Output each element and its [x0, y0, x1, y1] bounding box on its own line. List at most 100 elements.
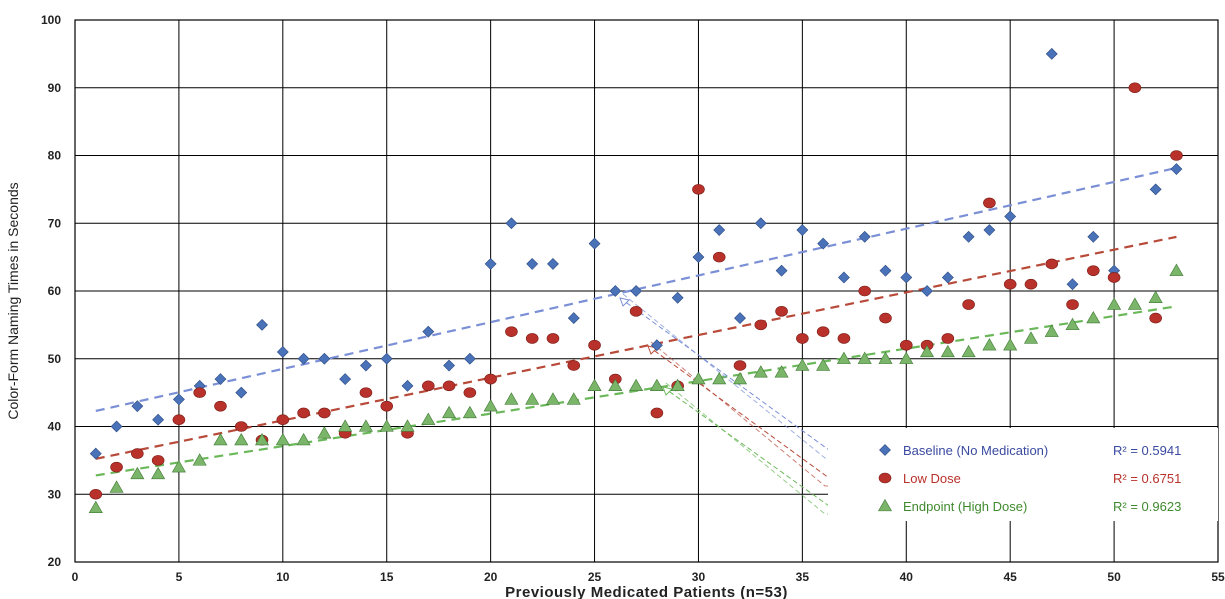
legend-marker — [878, 472, 892, 484]
data-point — [753, 365, 768, 378]
legend: Baseline (No Medication) R² = 0.5941 Low D… — [828, 428, 1218, 521]
data-point — [1045, 47, 1058, 60]
data-point — [650, 339, 663, 352]
trendline — [95, 166, 1177, 413]
data-point — [483, 399, 498, 412]
data-point — [837, 333, 851, 344]
data-point — [1170, 163, 1183, 175]
data-point — [172, 393, 185, 406]
x-tick-label: 20 — [484, 570, 498, 584]
data-point — [1148, 290, 1163, 303]
data-point — [1169, 263, 1184, 276]
data-point — [879, 312, 892, 324]
data-point — [692, 251, 705, 264]
data-point — [484, 257, 497, 270]
x-tick-label: 0 — [72, 570, 79, 584]
data-point — [131, 448, 144, 459]
data-point — [380, 352, 393, 365]
data-point — [1003, 338, 1018, 351]
data-point — [276, 346, 289, 358]
data-point — [650, 407, 664, 419]
data-point — [152, 413, 165, 426]
data-point — [255, 432, 270, 446]
data-point — [442, 405, 457, 419]
x-tick-label: 35 — [796, 570, 810, 584]
data-point — [1087, 230, 1100, 243]
data-point — [1149, 183, 1162, 196]
data-point — [213, 432, 228, 446]
data-point — [193, 387, 206, 398]
data-point — [588, 339, 601, 351]
data-point — [796, 224, 809, 236]
data-point — [608, 378, 623, 392]
data-point — [795, 358, 810, 371]
data-point — [857, 351, 872, 364]
x-tick-label: 30 — [692, 570, 706, 584]
data-point — [525, 392, 540, 405]
data-point — [421, 412, 436, 425]
data-point — [359, 387, 373, 398]
data-point — [1170, 150, 1183, 161]
data-point — [836, 351, 851, 364]
data-point — [400, 419, 415, 432]
x-axis-title: Previously Medicated Patients (n=53) — [505, 584, 788, 599]
legend-connector — [622, 293, 875, 459]
data-point — [214, 400, 227, 412]
data-point — [816, 358, 831, 371]
data-point — [525, 333, 539, 344]
r-squared-label: R² = 0.9623 — [1113, 499, 1181, 514]
data-point — [505, 326, 518, 337]
data-point — [983, 224, 996, 236]
y-tick-label: 80 — [48, 149, 62, 163]
data-point — [1003, 278, 1017, 290]
y-tick-label: 90 — [48, 81, 62, 95]
data-point — [1107, 297, 1122, 310]
legend-connector — [619, 297, 875, 451]
data-point — [879, 264, 892, 277]
data-point — [774, 365, 789, 378]
data-point — [733, 371, 748, 385]
data-point — [131, 400, 144, 413]
data-point — [546, 333, 560, 344]
data-point — [130, 466, 145, 480]
data-point — [235, 386, 248, 399]
data-point — [878, 351, 893, 364]
data-point — [1004, 210, 1017, 223]
legend-label: Endpoint (High Dose) — [903, 499, 1027, 514]
data-point — [921, 285, 933, 297]
legend-marker — [879, 444, 891, 456]
data-point — [567, 360, 581, 371]
data-point — [941, 271, 954, 284]
data-points — [88, 47, 1184, 513]
data-point — [838, 271, 850, 284]
data-point — [775, 306, 788, 317]
y-tick-label: 100 — [41, 13, 61, 27]
data-point — [214, 373, 227, 385]
data-point — [339, 373, 352, 385]
data-point — [401, 379, 414, 392]
data-point — [962, 299, 975, 310]
legend-marker — [877, 498, 893, 512]
legend-box — [828, 428, 1218, 521]
data-point — [1045, 258, 1059, 270]
data-point — [275, 432, 290, 446]
x-tick-label: 10 — [276, 570, 290, 584]
data-point — [796, 333, 809, 344]
y-tick-label: 50 — [48, 352, 62, 366]
data-point — [421, 380, 435, 392]
data-point — [296, 432, 311, 446]
data-point — [297, 407, 310, 419]
legend-connector — [665, 382, 875, 515]
data-point — [713, 224, 726, 236]
data-point — [649, 378, 664, 392]
data-point — [817, 237, 830, 250]
data-point — [380, 400, 394, 412]
data-point — [360, 359, 372, 372]
data-point — [712, 251, 726, 263]
y-tick-label: 20 — [48, 555, 62, 569]
data-point — [317, 426, 332, 439]
data-point — [630, 285, 643, 297]
data-point — [547, 257, 559, 270]
data-point — [318, 407, 331, 419]
